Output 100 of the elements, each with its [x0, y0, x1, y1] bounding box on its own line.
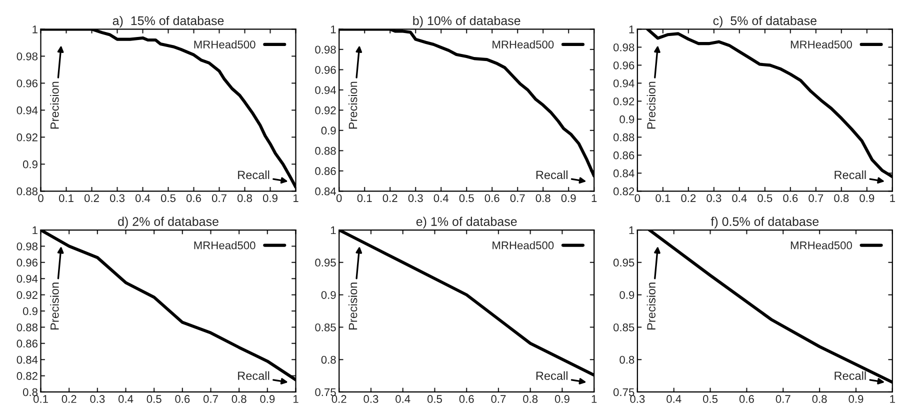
x-tick-label: 0.2	[62, 395, 76, 403]
y-tick-label: 0.8	[22, 388, 38, 396]
y-tick-label: 0.84	[315, 187, 336, 196]
x-tick-label: 0.2	[332, 395, 346, 403]
x-tick-label: 0.4	[434, 194, 448, 202]
y-axis-title: Precision	[50, 82, 59, 129]
y-tick-label: 0.86	[315, 167, 336, 176]
x-tick-label: 0.9	[262, 194, 278, 202]
x-tick-label: 1	[294, 395, 298, 403]
x-tick-label: 1	[592, 194, 597, 202]
x-tick-label: 0.2	[681, 194, 696, 202]
y-tick-label: 0.82	[613, 187, 634, 196]
x-tick-label: 0.1	[58, 194, 74, 202]
legend-label: MRHead500	[194, 40, 256, 48]
x-tick-label: 0.3	[110, 194, 124, 202]
y-tick-label: 0.96	[16, 258, 38, 267]
x-tick-label: 0.7	[510, 194, 525, 202]
y-tick-label: 0.96	[315, 66, 336, 74]
chart-title: f) 0.5% of database	[710, 216, 819, 228]
x-tick-label: 0.7	[203, 395, 218, 403]
x-axis-title: Recall	[834, 170, 866, 180]
x-tick-label: 0.7	[212, 194, 226, 202]
y-tick-label: 0.75	[315, 388, 336, 396]
y-tick-label: 0.94	[613, 79, 634, 88]
y-tick-label: 0.94	[16, 106, 38, 114]
x-tick-label: 0	[336, 194, 342, 202]
y-tick-label: 0.92	[16, 291, 38, 299]
y-tick-label: 0.75	[613, 388, 634, 396]
y-tick-label: 0.98	[613, 43, 634, 52]
x-tick-label: 0.7	[491, 395, 506, 403]
y-tick-label: 0.84	[16, 356, 38, 364]
x-tick-label: 0.3	[706, 194, 722, 202]
legend-label: MRHead500	[194, 241, 256, 250]
x-tick-label: 0.1	[33, 395, 48, 403]
chart-title: e) 1% of database	[416, 216, 517, 228]
chart-title: b) 10% of database	[413, 16, 520, 28]
x-tick-label: 0.8	[232, 395, 246, 403]
x-tick-label: 0.1	[656, 194, 670, 202]
x-tick-label: 0.3	[90, 395, 105, 403]
y-tick-label: 1	[330, 226, 336, 234]
y-tick-label: 0.98	[16, 52, 38, 60]
y-tick-label: 0.92	[613, 97, 634, 106]
x-tick-label: 0.9	[848, 395, 864, 403]
y-tick-label: 0.9	[22, 307, 38, 316]
x-tick-label: 0.1	[357, 194, 372, 202]
legend-label: MRHead500	[492, 40, 554, 48]
x-tick-label: 0.4	[732, 194, 747, 202]
x-tick-label: 0.7	[776, 395, 790, 403]
x-tick-label: 0.8	[812, 395, 827, 403]
y-tick-label: 0.9	[620, 291, 634, 299]
x-tick-label: 0.9	[561, 194, 576, 202]
x-tick-label: 0	[634, 194, 640, 202]
x-tick-label: 0.3	[364, 395, 378, 403]
x-tick-label: 1	[890, 194, 895, 202]
y-tick-label: 0.9	[321, 291, 336, 299]
x-tick-label: 0.6	[783, 194, 798, 202]
y-tick-label: 0.85	[315, 323, 336, 332]
y-tick-label: 0.86	[16, 340, 38, 348]
y-tick-label: 0.88	[613, 133, 634, 142]
x-tick-label: 0.9	[554, 395, 570, 403]
x-tick-label: 0.5	[160, 194, 176, 202]
x-tick-label: 0.6	[459, 395, 474, 403]
x-tick-label: 0.4	[396, 395, 410, 403]
y-tick-label: 0.92	[16, 133, 38, 142]
y-tick-label: 0.94	[16, 274, 38, 283]
y-tick-label: 1	[629, 226, 634, 234]
x-tick-label: 1	[890, 395, 895, 403]
x-tick-label: 1	[592, 395, 597, 403]
x-tick-label: 0.4	[666, 395, 682, 403]
x-tick-label: 0.5	[146, 395, 162, 403]
y-axis-title: Precision	[348, 82, 358, 129]
y-tick-label: 0.85	[613, 323, 634, 332]
y-tick-label: 0.88	[315, 146, 336, 155]
x-tick-label: 0.2	[84, 194, 99, 202]
y-tick-label: 0.95	[315, 258, 336, 267]
chart-title: c) 5% of database	[713, 16, 816, 28]
y-tick-label: 0.9	[620, 115, 634, 124]
x-tick-label: 0.5	[702, 395, 718, 403]
chart-title: a) 15% of database	[112, 16, 224, 28]
legend-label: MRHead500	[790, 241, 852, 250]
x-tick-label: 0.9	[860, 194, 874, 202]
x-tick-label: 0.9	[260, 395, 275, 403]
x-tick-label: 0.8	[834, 194, 849, 202]
y-axis-title: Precision	[646, 282, 656, 330]
x-tick-label: 0.6	[739, 395, 754, 403]
y-tick-label: 0.8	[620, 356, 634, 364]
y-tick-label: 1	[629, 26, 634, 34]
y-tick-label: 0.88	[16, 323, 38, 332]
x-tick-label: 0.7	[808, 194, 824, 202]
y-tick-label: 0.88	[16, 187, 38, 196]
y-tick-label: 0.86	[613, 151, 634, 160]
x-tick-label: 0.6	[484, 194, 500, 202]
y-tick-label: 1	[32, 226, 38, 234]
y-tick-label: 0.84	[613, 169, 634, 178]
x-tick-label: 0.5	[427, 395, 442, 403]
y-tick-label: 0.92	[315, 106, 336, 114]
x-tick-label: 0.8	[536, 194, 550, 202]
y-axis-title: Precision	[646, 82, 656, 129]
x-tick-label: 0.4	[135, 194, 150, 202]
y-tick-label: 0.98	[315, 46, 336, 54]
